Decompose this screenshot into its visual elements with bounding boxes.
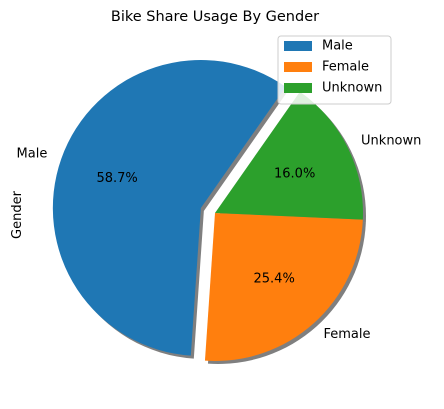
pie-slices [53,60,363,361]
legend-swatch-male [284,41,312,51]
pct-label-male: 58.7% [96,171,137,186]
chart-title: Bike Share Usage By Gender [111,9,319,25]
legend-label-male: Male [322,39,353,54]
pct-label-female: 25.4% [254,272,295,287]
legend-label-female: Female [322,60,369,75]
category-label-unknown: Unknown [361,134,421,149]
category-label-female: Female [323,327,370,342]
legend-label-unknown: Unknown [322,81,382,96]
category-label-male: Male [17,146,48,161]
legend-swatch-unknown [284,83,312,93]
y-axis-label: Gender [10,190,25,239]
legend: Male Female Unknown [278,36,391,104]
pct-label-unknown: 16.0% [274,166,315,181]
legend-swatch-female [284,62,312,72]
